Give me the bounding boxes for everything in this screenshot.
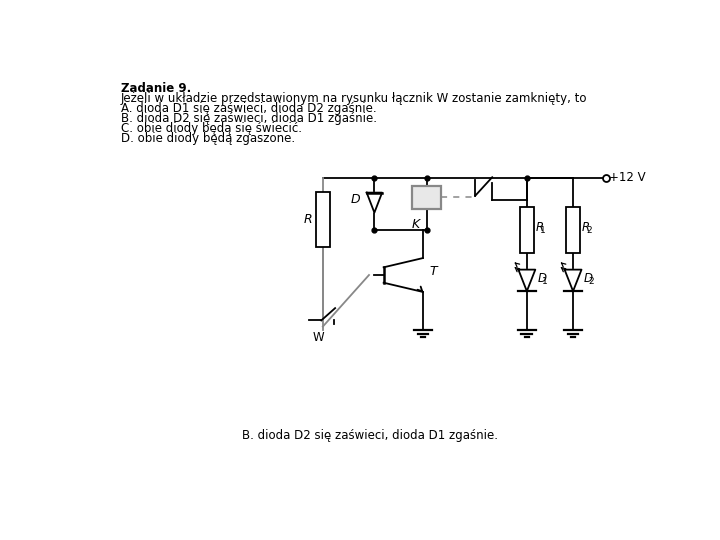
Text: 2: 2 [588,276,594,286]
Polygon shape [366,193,382,213]
Text: W: W [312,331,324,344]
Text: C. obie diody będą się świecić.: C. obie diody będą się świecić. [121,122,302,135]
Text: R: R [303,213,312,226]
Text: R: R [582,221,590,234]
Text: B. dioda D2 się zaświeci, dioda D1 zgaśnie.: B. dioda D2 się zaświeci, dioda D1 zgaśn… [121,112,377,125]
Text: +12 V: +12 V [609,172,646,185]
Text: Jeżeli w układzie przedstawionym na rysunku łącznik W zostanie zamknięty, to: Jeżeli w układzie przedstawionym na rysu… [121,92,588,105]
Text: 1: 1 [540,226,546,235]
Text: Zadanie 9.: Zadanie 9. [121,82,192,94]
Bar [412,186,441,209]
Text: D. obie diody będą zgaszone.: D. obie diody będą zgaszone. [121,132,295,145]
Text: B. dioda D2 się zaświeci, dioda D1 zgaśnie.: B. dioda D2 się zaświeci, dioda D1 zgaśn… [242,429,498,442]
Text: D: D [351,193,361,206]
Text: 2: 2 [586,226,592,235]
Text: D: D [538,272,546,285]
Polygon shape [564,269,582,291]
Bar [566,207,580,253]
Text: K: K [412,218,420,231]
Text: D: D [584,272,593,285]
Bar [316,192,330,247]
Bar [520,207,534,253]
Text: R: R [535,221,544,234]
Text: A. dioda D1 się zaświeci, dioda D2 zgaśnie.: A. dioda D1 się zaświeci, dioda D2 zgaśn… [121,102,377,115]
Polygon shape [518,269,535,291]
Text: 1: 1 [542,276,548,286]
Text: T: T [429,265,437,278]
